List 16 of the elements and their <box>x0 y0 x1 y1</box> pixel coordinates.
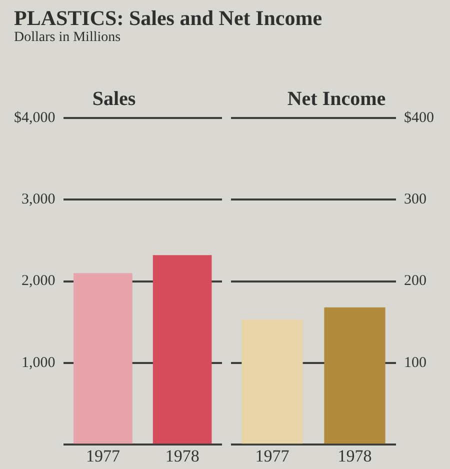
y-tick-label: $4,000 <box>14 110 56 126</box>
y2-tick-label: 100 <box>404 354 426 371</box>
x-tick-label: 1977 <box>86 446 120 466</box>
x-tick-label: 1978 <box>338 446 372 466</box>
chart-title: Net Income <box>287 88 386 110</box>
y2-tick-label: 200 <box>404 273 426 290</box>
y2-tick-label: 300 <box>404 192 426 208</box>
y-tick-label: 1,000 <box>22 354 56 371</box>
chart-title: Sales <box>92 88 136 110</box>
text: PLASTICS: Sales and Net Income <box>14 6 322 30</box>
x-tick-label: 1978 <box>165 446 200 466</box>
y2-tick-label: $400 <box>404 110 434 126</box>
y-tick-label: 2,000 <box>22 273 56 290</box>
x-tick-label: 1977 <box>255 446 290 466</box>
text: Dollars in Millions <box>14 30 122 46</box>
y-tick-label: 3,000 <box>22 192 56 208</box>
